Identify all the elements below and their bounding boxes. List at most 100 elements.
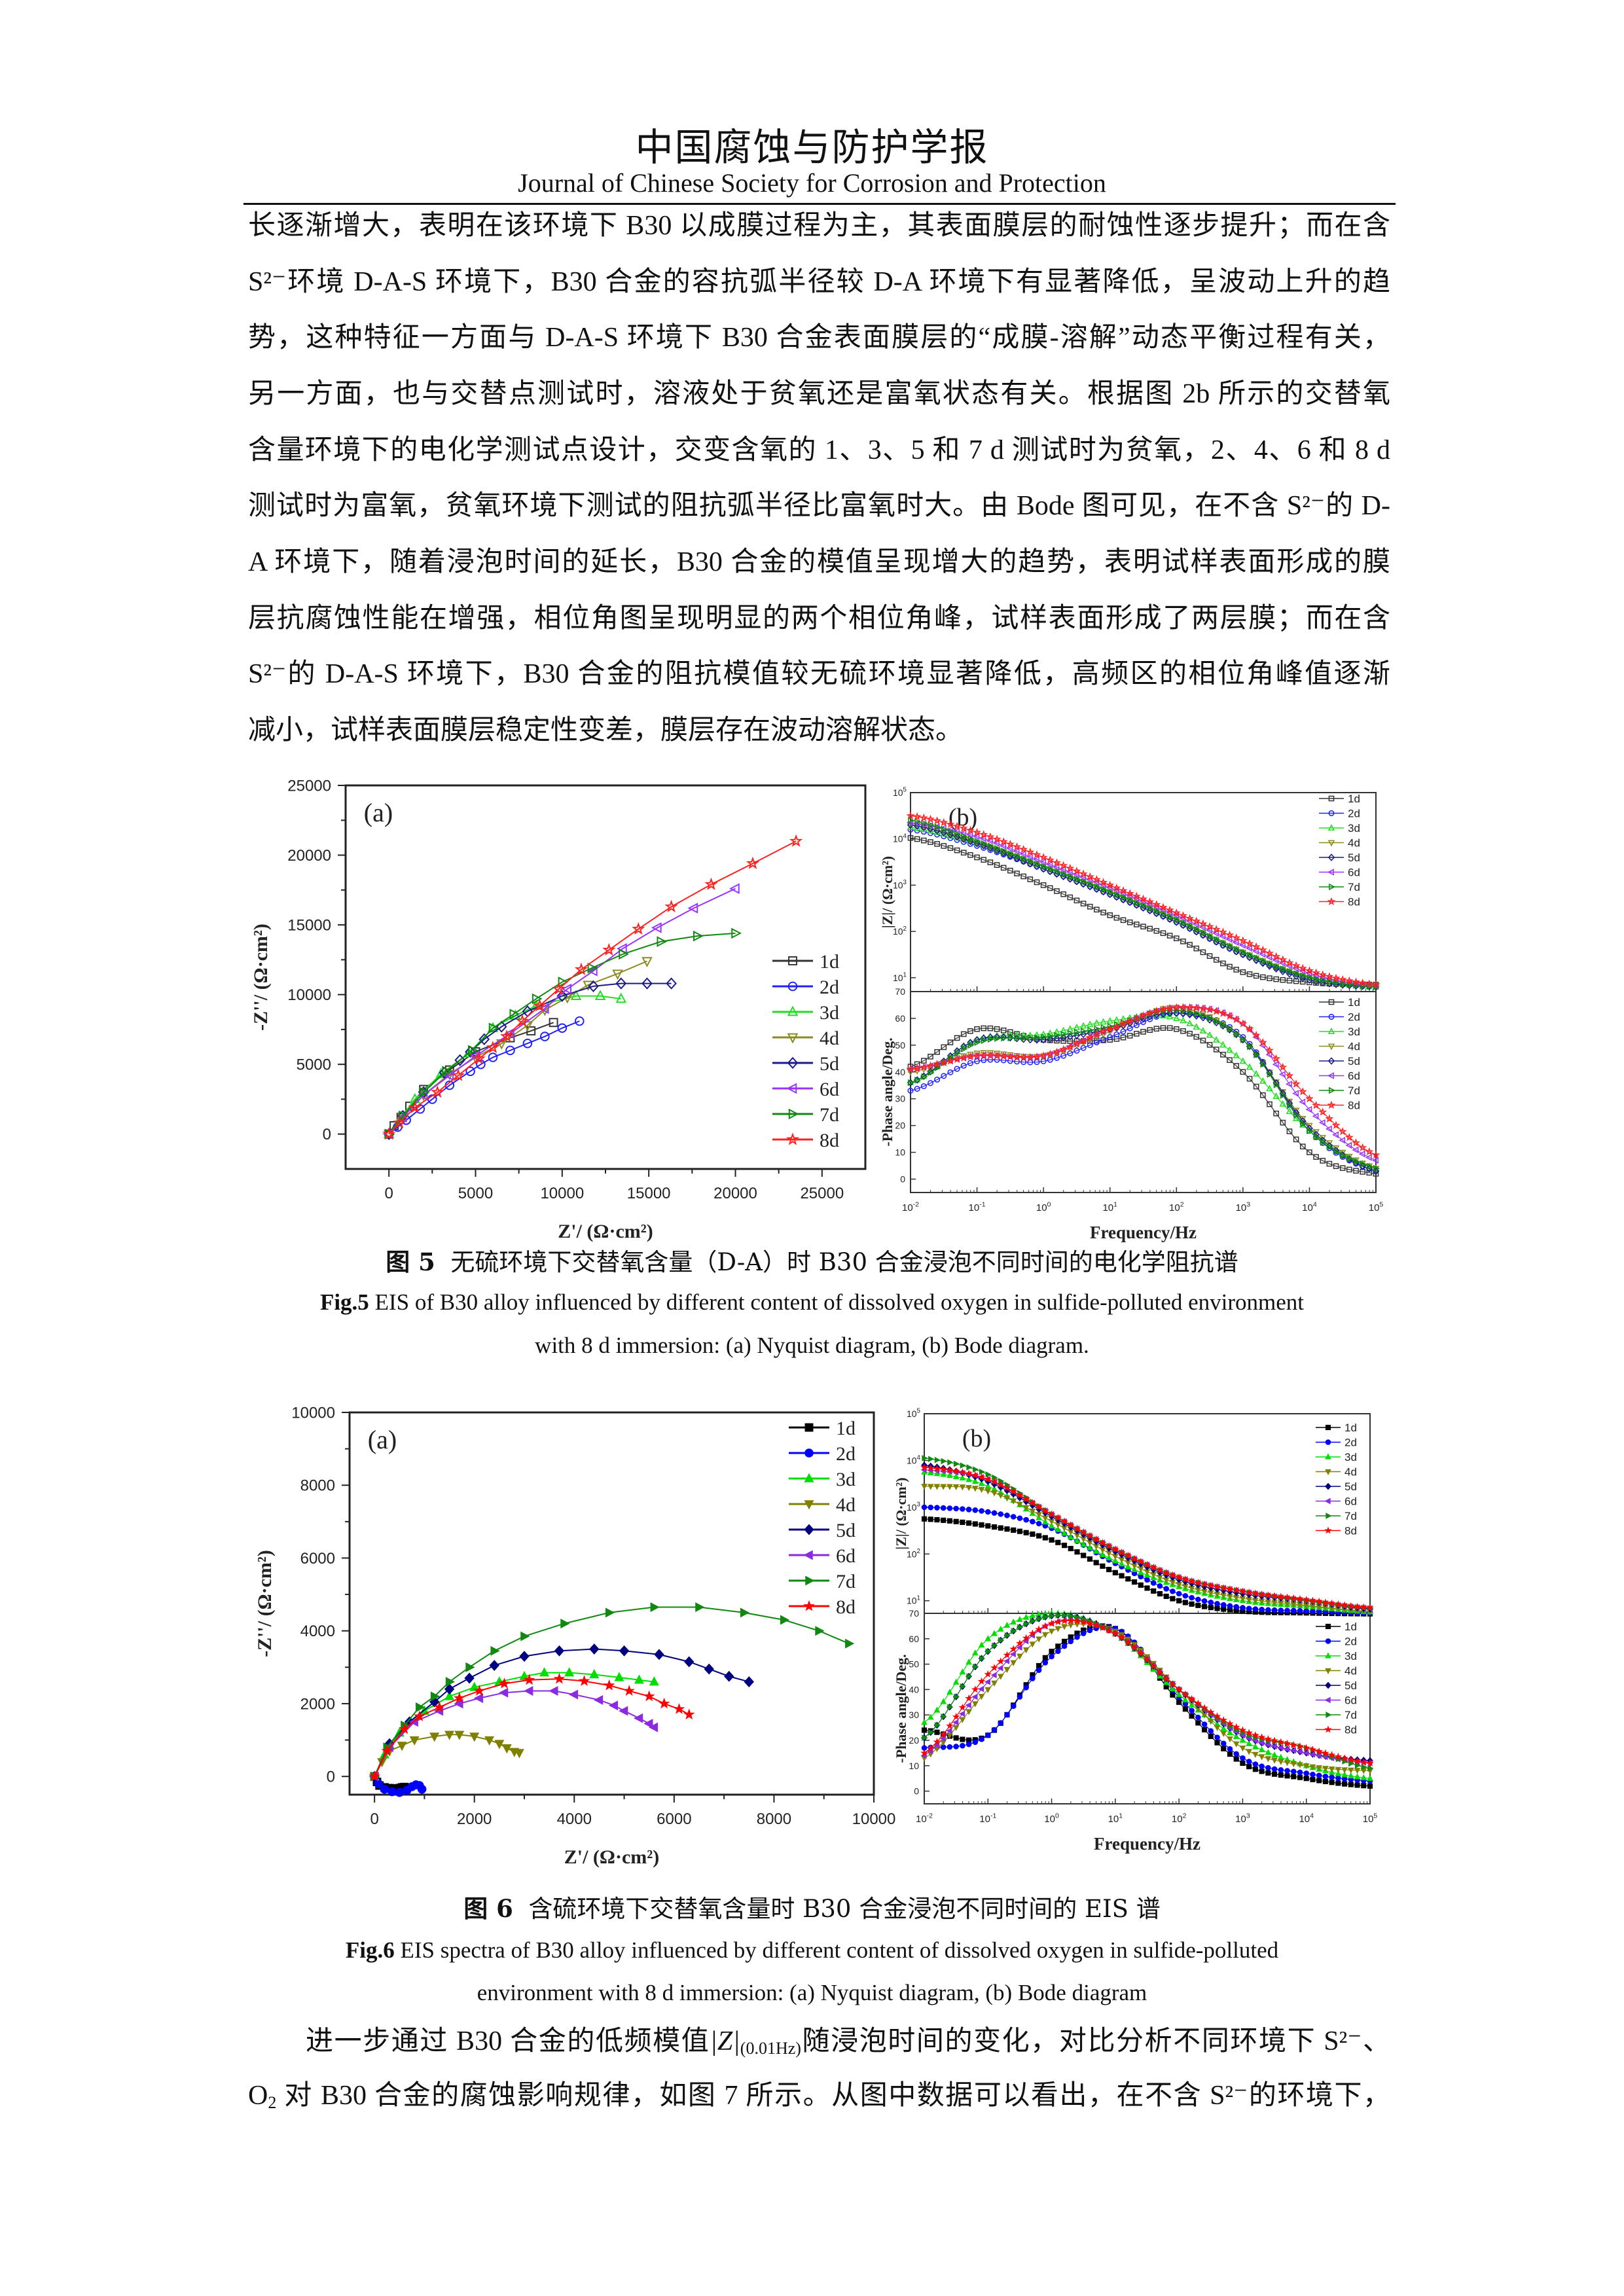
modulus-point-1d — [1206, 953, 1213, 960]
modulus-point-7d — [1087, 880, 1094, 888]
modulus-point-1d — [1004, 1526, 1010, 1532]
legend-label: 6d — [1344, 1496, 1357, 1508]
data-point-7d — [657, 936, 668, 947]
data-point-2d — [415, 1104, 425, 1114]
modulus-point-8d — [1066, 863, 1075, 872]
phase-point-8d — [1226, 1719, 1234, 1727]
phase-point-2d — [941, 1073, 947, 1079]
legend-marker — [787, 1056, 799, 1069]
phase-point-7d — [961, 1045, 968, 1052]
phase-point-2d — [1290, 1768, 1297, 1774]
modulus-point-3d — [1131, 1566, 1138, 1573]
modulus-point-3d — [1080, 1541, 1087, 1547]
y-tick-label: 104 — [907, 1454, 921, 1465]
data-point-6d — [643, 1719, 653, 1729]
data-point-8d — [632, 922, 645, 935]
phase-point-3d — [952, 1678, 960, 1685]
phase-point-6d — [1371, 1157, 1379, 1164]
phase-point-3d — [1206, 1031, 1214, 1038]
y-tick-label: 10000 — [287, 986, 331, 1004]
modulus-point-1d — [1067, 894, 1074, 901]
modulus-point-7d — [1140, 902, 1147, 909]
data-point-8d — [382, 1127, 396, 1140]
phase-point-4d — [1335, 1767, 1342, 1773]
modulus-point-7d — [1346, 981, 1354, 988]
legend-label: 2d — [1348, 1011, 1360, 1024]
modulus-point-7d — [1127, 897, 1134, 904]
modulus-point-8d — [1117, 1548, 1126, 1556]
modulus-point-1d — [1220, 960, 1226, 967]
phase-point-7d — [1068, 1613, 1075, 1620]
phase-point-4d — [1042, 1632, 1049, 1638]
phase-point-8d — [1079, 1036, 1088, 1045]
legend-label: 7d — [836, 1571, 856, 1592]
modulus-point-1d — [1100, 1563, 1106, 1569]
modulus-point-6d — [1032, 855, 1039, 863]
y-tick-label: 102 — [893, 925, 907, 937]
phase-point-8d — [1347, 1755, 1355, 1763]
legend-label: 6d — [1344, 1695, 1357, 1707]
data-point-8d — [472, 1052, 486, 1065]
phase-point-8d — [1028, 1629, 1037, 1637]
modulus-point-1d — [953, 1518, 959, 1524]
phase-point-8d — [1165, 1003, 1174, 1013]
phase-point-1d — [1320, 1158, 1326, 1164]
legend-marker — [1325, 1668, 1331, 1674]
modulus-point-7d — [1153, 907, 1161, 915]
phase-point-8d — [971, 1685, 979, 1693]
phase-point-8d — [1245, 1729, 1253, 1736]
legend-marker — [1327, 869, 1334, 876]
journal-title-cn: 中国腐蚀与防护学报 — [635, 125, 989, 170]
x-tick-label: 102 — [1172, 1812, 1187, 1825]
fig6-caption-en-2: environment with 8 d immersion: (a) Nyqu… — [477, 1980, 1147, 2005]
phase-point-7d — [1327, 1143, 1333, 1151]
phase-point-1d — [967, 1028, 973, 1034]
phase-point-8d — [1225, 1011, 1235, 1020]
phase-point-1d — [1333, 1163, 1339, 1170]
phase-point-6d — [1016, 1644, 1022, 1651]
phase-point-3d — [940, 1698, 947, 1704]
phase-point-2d — [1240, 1755, 1246, 1761]
legend-marker — [805, 1575, 815, 1586]
phase-point-3d — [980, 1033, 987, 1041]
modulus-point-1d — [1106, 1566, 1112, 1573]
phase-point-8d — [1060, 1617, 1068, 1624]
phase-point-2d — [927, 1080, 934, 1086]
modulus-point-7d — [1233, 946, 1240, 953]
modulus-point-8d — [1308, 1596, 1317, 1604]
phase-point-2d — [974, 1058, 981, 1064]
y-tick-label: 50 — [909, 1659, 919, 1670]
legend-label: 2d — [1344, 1636, 1357, 1648]
legend-label: 6d — [820, 1079, 839, 1100]
modulus-point-8d — [1331, 973, 1341, 982]
modulus-point-8d — [992, 834, 1001, 843]
modulus-point-8d — [958, 1468, 967, 1476]
phase-point-4d — [1214, 1725, 1221, 1731]
modulus-point-8d — [1238, 936, 1248, 944]
phase-point-8d — [958, 1703, 967, 1711]
legend-marker — [1324, 1725, 1332, 1733]
y-tick-label: 50 — [895, 1040, 905, 1050]
modulus-point-6d — [906, 819, 913, 827]
modulus-point-7d — [1100, 886, 1108, 893]
legend-label: 8d — [1344, 1724, 1357, 1736]
data-point-5d — [684, 1656, 695, 1668]
phase-point-1d — [1346, 1166, 1352, 1173]
modulus-point-8d — [1156, 1566, 1164, 1573]
phase-point-1d — [1348, 1782, 1354, 1787]
fig6-caption-cn: 图 6 含硫环境下交替氧含量时 B30 合金浸泡不同时间的 EIS 谱 — [0, 1889, 1624, 1924]
phase-point-8d — [1059, 1045, 1068, 1054]
modulus-line-3d — [924, 1471, 1371, 1613]
modulus-point-8d — [1338, 975, 1347, 984]
phase-point-7d — [908, 1079, 915, 1086]
phase-point-4d — [1010, 1660, 1017, 1666]
phase-point-7d — [941, 1713, 947, 1720]
data-point-5d — [464, 1672, 475, 1684]
phase-point-8d — [1212, 1007, 1221, 1015]
phase-point-3d — [1367, 1774, 1373, 1781]
modulus-point-1d — [1074, 1549, 1080, 1555]
modulus-point-8d — [1277, 1592, 1285, 1600]
body-line: 另一方面，也与交替点测试时，溶液处于贫氧还是富氧状态有关。根据图 2b 所示的交… — [248, 379, 1390, 409]
data-point-5d — [554, 1645, 565, 1657]
phase-point-3d — [1279, 1100, 1287, 1107]
